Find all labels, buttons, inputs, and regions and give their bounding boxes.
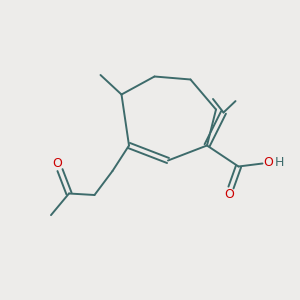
Text: H: H [275, 156, 285, 170]
Text: O: O [53, 157, 62, 170]
Text: O: O [264, 156, 273, 170]
Text: O: O [224, 188, 234, 201]
